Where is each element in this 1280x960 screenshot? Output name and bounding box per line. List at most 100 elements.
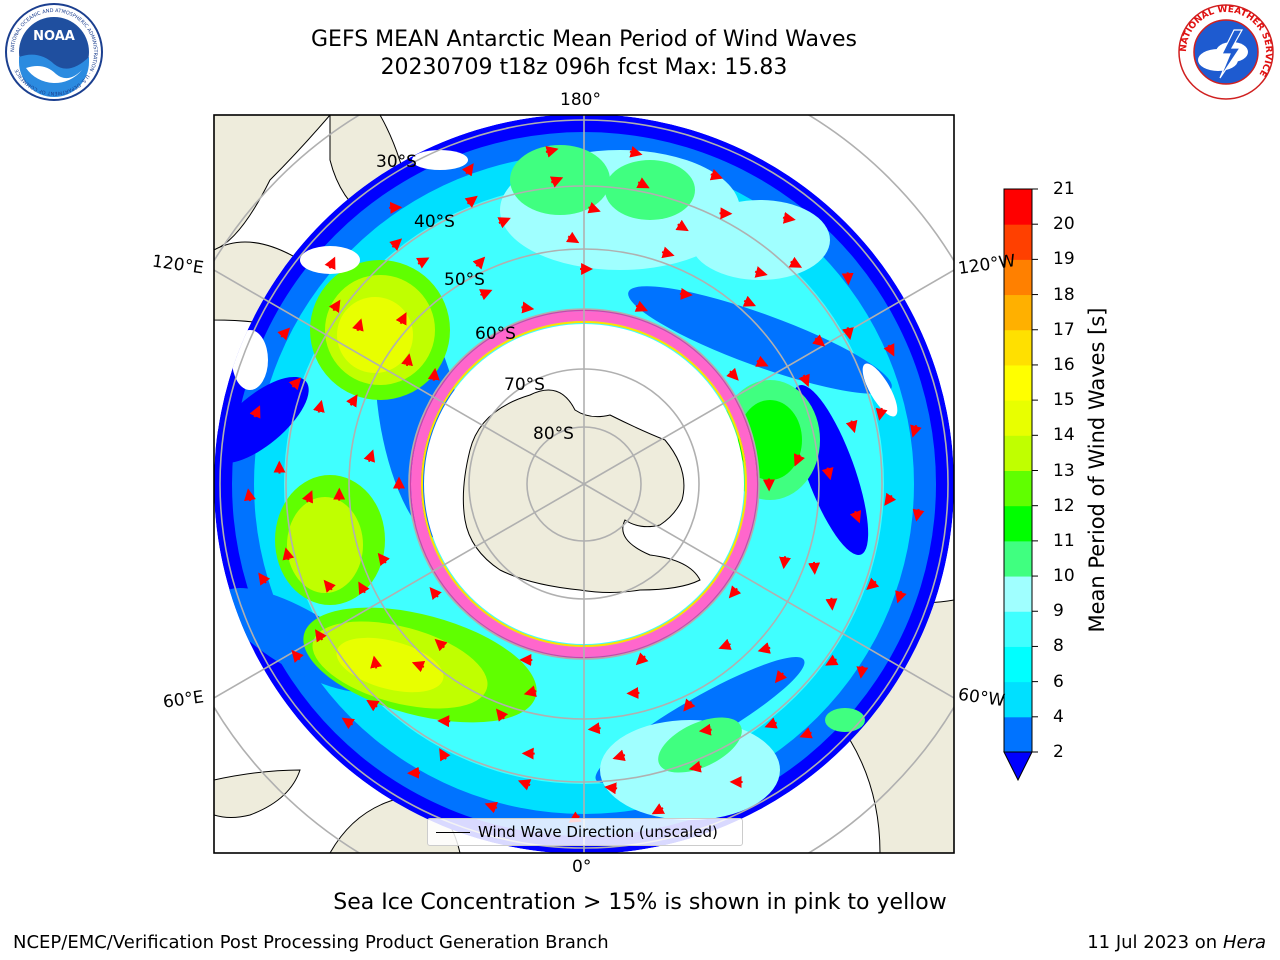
colorbar-tick-label: 11: [1053, 530, 1075, 551]
colorbar: [1003, 188, 1038, 782]
wind-wave-arrow: [634, 300, 649, 312]
wind-wave-arrow: [258, 572, 271, 586]
colorbar-tick-label: 4: [1053, 706, 1064, 727]
wind-wave-arrow: [626, 686, 640, 699]
colorbar-tick-label: 19: [1053, 249, 1075, 270]
wind-wave-arrow: [352, 318, 364, 332]
wind-wave-arrow: [856, 665, 869, 679]
colorbar-segment: [1004, 435, 1032, 471]
wind-wave-arrow: [411, 660, 426, 673]
wind-wave-arrow: [587, 722, 601, 735]
wind-wave-arrow: [282, 547, 295, 561]
wind-wave-arrow: [755, 355, 769, 367]
wind-wave-arrow: [439, 748, 451, 762]
wind-wave-arrow: [479, 289, 493, 301]
colorbar-tick-label: 15: [1053, 390, 1075, 411]
wind-wave-arrow: [323, 579, 336, 593]
lon-label-180: 180°: [560, 90, 601, 110]
wind-wave-arrow: [434, 638, 448, 652]
wind-wave-arrow: [484, 801, 498, 814]
wind-wave-arrow: [612, 749, 626, 762]
colorbar-extend-triangle: [1003, 751, 1033, 782]
wind-wave-arrow: [782, 211, 796, 224]
colorbar-segment: [1004, 329, 1032, 366]
wind-wave-arrow: [549, 176, 564, 188]
footer-host: Hera: [1222, 932, 1266, 953]
wind-wave-arrow: [521, 301, 535, 314]
wind-wave-arrow: [636, 177, 650, 189]
wind-wave-arrow: [912, 508, 925, 522]
colorbar-tick-label: 20: [1053, 214, 1075, 235]
wind-wave-arrow: [464, 195, 478, 208]
wind-wave-arrow: [302, 490, 314, 504]
map-legend: Wind Wave Direction (unscaled): [427, 818, 743, 846]
colorbar-segment: [1004, 540, 1032, 577]
wind-wave-arrow: [825, 654, 839, 666]
wind-wave-arrow: [726, 367, 739, 381]
lat-label-50s: 50°S: [444, 270, 485, 290]
colorbar-tick-label: 21: [1053, 179, 1075, 199]
footer-date-text: 11 Jul 2023 on: [1087, 932, 1223, 953]
wind-wave-arrow: [277, 327, 291, 341]
wind-wave-arrow: [845, 419, 858, 434]
wind-wave-arrow: [565, 231, 580, 244]
meridians: [214, 115, 954, 853]
wind-wave-arrow: [545, 145, 559, 158]
colorbar-segment: [1004, 716, 1032, 753]
land-madagascar: [214, 769, 301, 818]
wind-wave-arrow: [341, 717, 355, 730]
wind-wave-arrow: [875, 407, 888, 421]
colorbar-tick-label: 12: [1053, 495, 1075, 516]
wind-wave-arrows: [244, 145, 925, 823]
wind-wave-arrow: [688, 760, 702, 773]
wind-wave-arrow: [895, 590, 907, 604]
colorbar-segment: [1004, 646, 1032, 683]
wind-wave-arrow: [472, 256, 486, 270]
wind-wave-arrow: [461, 163, 474, 177]
colorbar-label: Mean Period of Wind Waves [s]: [1085, 307, 1109, 633]
wind-wave-arrow: [883, 343, 895, 357]
lon-label-0: 0°: [572, 857, 592, 877]
wind-wave-arrow: [244, 488, 256, 502]
nws-logo: NATIONAL WEATHER SERVICE: [1178, 4, 1274, 100]
colorbar-segment: [1004, 400, 1032, 436]
map-frame: [213, 114, 955, 854]
wind-wave-arrow: [291, 649, 304, 663]
footer-date: 11 Jul 2023 on Hera: [1087, 932, 1266, 953]
wind-wave-arrow: [395, 312, 407, 326]
colorbar-tick-label: 17: [1053, 319, 1075, 340]
colorbar-tick-label: 10: [1053, 566, 1075, 587]
wind-wave-arrow: [604, 782, 618, 795]
wind-wave-arrow: [495, 708, 509, 722]
colorbar-tick-label: 16: [1053, 354, 1075, 375]
lat-label-70s: 70°S: [504, 375, 545, 395]
wind-wave-arrow: [779, 556, 791, 570]
wind-wave-arrow: [698, 723, 712, 736]
noaa-logo: NOAA NATIONAL OCEANIC AND ATMOSPHERIC AD…: [5, 3, 103, 101]
lat-label-80s: 80°S: [533, 424, 574, 444]
wind-wave-arrow: [651, 803, 666, 815]
wind-wave-arrow: [764, 717, 778, 729]
noaa-logo-text: NOAA: [33, 29, 75, 44]
wind-wave-arrow: [798, 373, 810, 388]
colorbar-tick-label: 8: [1053, 636, 1064, 657]
wind-wave-arrow: [517, 779, 532, 791]
wind-wave-arrow: [366, 699, 380, 712]
wind-wave-arrow: [718, 638, 732, 650]
colorbar-tick-label: 18: [1053, 284, 1075, 305]
land-antarctica: [462, 389, 701, 593]
wind-wave-arrow: [401, 353, 413, 367]
wind-wave-arrow: [679, 287, 693, 300]
wind-wave-arrow: [788, 256, 803, 268]
wind-wave-arrow: [825, 597, 838, 611]
sea-ice-note: Sea Ice Concentration > 15% is shown in …: [333, 890, 947, 915]
colorbar-segment: [1004, 681, 1032, 718]
colorbar-tick-label: 2: [1053, 742, 1064, 762]
wind-wave-arrow: [774, 670, 788, 684]
chart-subtitle: 20230709 t18z 096h fcst Max: 15.83: [380, 55, 788, 80]
wind-wave-arrow: [842, 327, 854, 341]
wind-wave-arrow: [709, 168, 724, 181]
wind-wave-arrow: [587, 201, 601, 214]
colorbar-segment: [1004, 505, 1032, 542]
